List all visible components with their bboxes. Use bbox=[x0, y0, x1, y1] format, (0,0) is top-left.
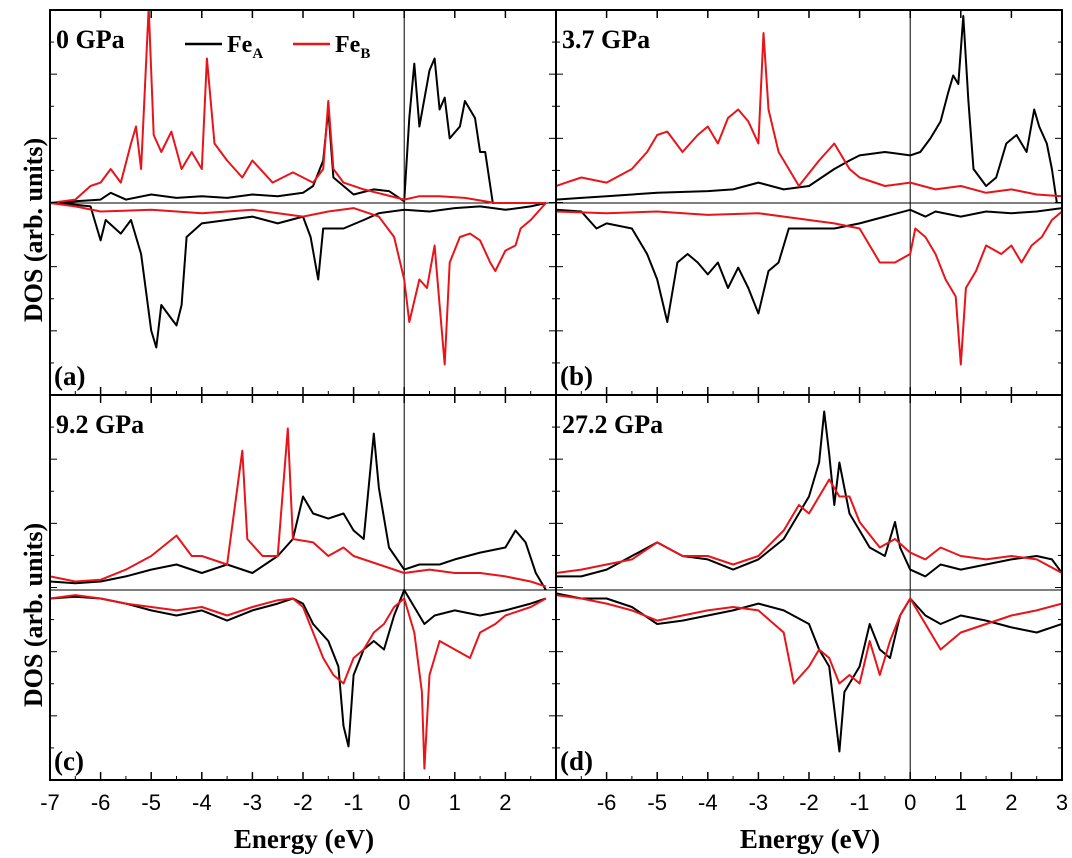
panel-label: (d) bbox=[560, 746, 593, 776]
legend-label-feb: FeB bbox=[335, 32, 370, 62]
x-tick-label: 0 bbox=[398, 790, 410, 815]
x-tick-label: -1 bbox=[850, 790, 870, 815]
x-axis-label-right: Energy (eV) bbox=[740, 824, 880, 854]
x-tick-label: -6 bbox=[597, 790, 617, 815]
series-feb-up bbox=[50, 427, 547, 588]
x-tick-label: -4 bbox=[698, 790, 718, 815]
x-tick-label: -2 bbox=[293, 790, 313, 815]
panel-label: (a) bbox=[54, 361, 85, 391]
x-tick-label: -3 bbox=[243, 790, 263, 815]
panel-a: 0 GPa (a) bbox=[49, 9, 557, 396]
series-fea-down bbox=[50, 589, 547, 748]
series-fea-down bbox=[556, 592, 1062, 753]
series-fea-down bbox=[50, 202, 547, 349]
series-feb-down bbox=[50, 594, 547, 770]
x-tick-label: 1 bbox=[449, 790, 461, 815]
pressure-label: 0 GPa bbox=[56, 25, 125, 54]
series-fea-up bbox=[556, 410, 1062, 578]
series-feb-up bbox=[556, 478, 1062, 574]
series-feb-down bbox=[556, 210, 1062, 366]
x-tick-label: -1 bbox=[344, 790, 364, 815]
x-tick-label: -5 bbox=[647, 790, 667, 815]
x-tick-label: -4 bbox=[192, 790, 212, 815]
pressure-label: 9.2 GPa bbox=[56, 410, 144, 439]
x-tick-label: 0 bbox=[904, 790, 916, 815]
x-tick-label: 3 bbox=[1056, 790, 1068, 815]
panel-frame bbox=[49, 394, 557, 781]
x-tick-label: -7 bbox=[40, 790, 60, 815]
legend: FeA FeB bbox=[185, 32, 370, 62]
x-tick-label: 2 bbox=[1005, 790, 1017, 815]
series-feb-up bbox=[556, 32, 1062, 198]
x-axis-label-left: Energy (eV) bbox=[234, 824, 374, 854]
x-tick-label: -5 bbox=[141, 790, 161, 815]
series-feb-up bbox=[50, 10, 546, 204]
pressure-label: 3.7 GPa bbox=[562, 25, 650, 54]
series-feb-down bbox=[50, 202, 547, 366]
series-fea-up bbox=[50, 57, 546, 204]
x-tick-label: 1 bbox=[955, 790, 967, 815]
pressure-label: 27.2 GPa bbox=[562, 410, 663, 439]
panel-label: (b) bbox=[560, 361, 593, 391]
panel-d: -6 -5 -4 -3 -2 -1 0 1 2 3 27.2 GPa (d) bbox=[555, 394, 1068, 815]
panel-label: (c) bbox=[54, 746, 84, 776]
legend-label-fea: FeA bbox=[227, 32, 263, 62]
panel-b: 3.7 GPa (b) bbox=[555, 9, 1063, 396]
series-fea-down bbox=[556, 207, 1062, 323]
panels: 0 GPa (a) 3.7 GPa (b) -7 -6 -5 -4 -3 -2 -1 0 1 2 9.2 G… bbox=[40, 9, 1068, 815]
series-fea-up bbox=[556, 15, 1058, 204]
y-axis-label-top: DOS (arb. units) bbox=[19, 138, 48, 322]
panel-frame bbox=[555, 394, 1063, 781]
x-tick-label: -3 bbox=[749, 790, 769, 815]
series-feb-down bbox=[556, 594, 1062, 685]
x-tick-label: 2 bbox=[499, 790, 511, 815]
panel-c: -7 -6 -5 -4 -3 -2 -1 0 1 2 9.2 GPa (c) bbox=[40, 394, 557, 815]
x-tick-label: -6 bbox=[91, 790, 111, 815]
y-axis-label-bottom: DOS (arb. units) bbox=[19, 523, 48, 707]
series-fea-up bbox=[50, 432, 547, 591]
x-tick-label: -2 bbox=[799, 790, 819, 815]
